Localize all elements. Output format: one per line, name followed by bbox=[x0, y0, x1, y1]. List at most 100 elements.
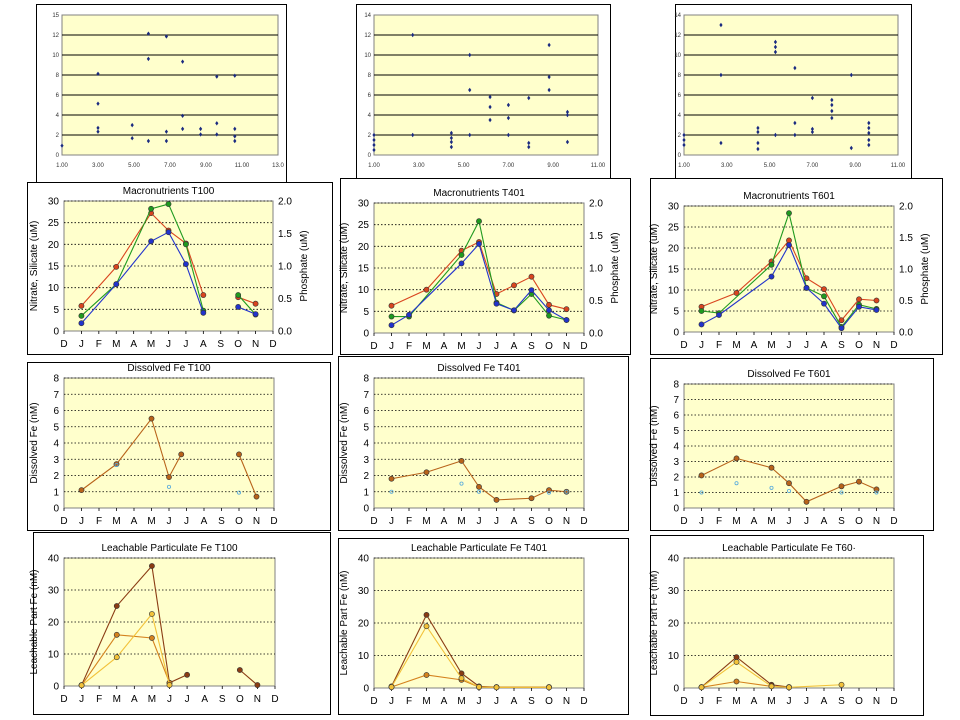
x-tick-label: M bbox=[457, 696, 465, 707]
y-tick-label: 10 bbox=[364, 53, 371, 59]
data-point bbox=[719, 72, 723, 78]
x-tick-label: D bbox=[370, 341, 377, 352]
y-tick-label: 3 bbox=[53, 455, 59, 466]
data-point bbox=[165, 229, 172, 236]
series-line bbox=[391, 625, 549, 688]
data-point bbox=[768, 261, 775, 268]
data-point bbox=[149, 563, 155, 569]
data-point bbox=[388, 322, 395, 329]
data-point bbox=[406, 311, 412, 318]
data-point bbox=[423, 469, 430, 476]
y-tick-label: 0 bbox=[368, 153, 372, 159]
x-tick-label: J bbox=[477, 516, 482, 527]
y2-tick-label: 2.0 bbox=[899, 202, 913, 213]
x-tick-label: A bbox=[751, 340, 758, 351]
data-point bbox=[488, 117, 492, 123]
data-point bbox=[236, 490, 241, 495]
y-tick-label: 15 bbox=[358, 264, 370, 275]
y-tick-label: 0 bbox=[673, 684, 679, 695]
x-tick-label: N bbox=[254, 694, 261, 705]
data-point bbox=[506, 132, 510, 138]
data-point bbox=[164, 138, 168, 144]
data-point bbox=[565, 112, 570, 118]
series-line bbox=[81, 203, 204, 317]
x-tick-label: D bbox=[580, 516, 587, 527]
chart-title: Macronutrients T401 bbox=[433, 188, 525, 199]
plot-area bbox=[683, 14, 899, 156]
y2-tick-label: 0.5 bbox=[899, 296, 913, 307]
x-tick-label: O bbox=[855, 696, 863, 707]
data-point bbox=[810, 95, 814, 101]
series-line bbox=[81, 231, 204, 324]
data-point bbox=[565, 139, 570, 145]
y-tick-label: 25 bbox=[358, 220, 370, 231]
y2-tick-label: 1.0 bbox=[589, 264, 603, 275]
x-tick-label: A bbox=[130, 339, 137, 350]
y-tick-label: 7 bbox=[363, 390, 369, 401]
data-point bbox=[199, 132, 203, 137]
data-point bbox=[506, 102, 510, 108]
y2-axis-title: Phosphate (uM) bbox=[610, 232, 621, 303]
x-tick-label: N bbox=[873, 340, 880, 351]
x-tick-label: 11.00 bbox=[235, 163, 250, 169]
data-point bbox=[867, 120, 871, 126]
data-point bbox=[166, 682, 173, 688]
y-tick-label: 14 bbox=[364, 13, 371, 19]
data-point bbox=[199, 126, 203, 132]
data-point bbox=[821, 293, 827, 300]
x-tick-label: J bbox=[183, 339, 188, 350]
data-point bbox=[149, 611, 155, 617]
data-point bbox=[215, 121, 219, 126]
data-point bbox=[849, 145, 853, 151]
y-tick-label: 10 bbox=[358, 285, 370, 296]
data-point bbox=[493, 496, 500, 503]
data-point bbox=[856, 303, 862, 310]
x-tick-label: F bbox=[716, 340, 722, 351]
data-point bbox=[698, 472, 705, 479]
y-tick-label: 1 bbox=[673, 488, 679, 499]
data-point bbox=[113, 603, 120, 609]
x-tick-label: S bbox=[219, 694, 226, 705]
data-point bbox=[372, 132, 376, 138]
data-point bbox=[527, 144, 531, 150]
y-axis-title: Nitrate, Silicate (uM) bbox=[29, 221, 40, 312]
y-tick-label: 12 bbox=[674, 33, 681, 39]
y-tick-label: 30 bbox=[358, 586, 370, 597]
y-tick-label: 6 bbox=[363, 406, 369, 417]
data-point bbox=[488, 104, 492, 110]
x-tick-label: 3.00 bbox=[721, 163, 733, 169]
y-tick-label: 8 bbox=[53, 374, 59, 385]
y-tick-label: 3 bbox=[363, 455, 369, 466]
data-point bbox=[493, 300, 500, 307]
chart-title: Macronutrients T100 bbox=[123, 186, 215, 197]
y-tick-label: 12 bbox=[52, 33, 59, 39]
data-point bbox=[786, 684, 792, 691]
x-tick-label: D bbox=[890, 696, 897, 707]
chart-title: Dissolved Fe T401 bbox=[437, 363, 521, 374]
y-tick-label: 30 bbox=[668, 586, 680, 597]
y-tick-label: 10 bbox=[668, 651, 680, 662]
x-tick-label: O bbox=[545, 696, 553, 707]
data-point bbox=[476, 684, 482, 690]
data-point bbox=[372, 137, 376, 143]
y2-tick-label: 1.5 bbox=[899, 233, 913, 244]
y-tick-label: 4 bbox=[53, 439, 59, 450]
data-point bbox=[793, 65, 797, 71]
data-point bbox=[838, 325, 845, 332]
y-tick-label: 20 bbox=[358, 242, 370, 253]
chart-title: Macronutrients T601 bbox=[743, 191, 835, 202]
data-point bbox=[372, 147, 376, 153]
plot-area bbox=[61, 14, 279, 156]
y2-tick-label: 2.0 bbox=[278, 197, 292, 208]
series-line bbox=[237, 306, 256, 315]
x-tick-label: 1.00 bbox=[56, 163, 68, 169]
data-point bbox=[547, 42, 551, 48]
x-tick-label: 11.00 bbox=[891, 163, 906, 169]
x-tick-label: A bbox=[201, 694, 208, 705]
y-axis-title: Nitrate, Silicate (uM) bbox=[649, 224, 660, 315]
x-tick-label: M bbox=[732, 696, 740, 707]
y2-axis-title: Phosphate (uM) bbox=[920, 233, 931, 304]
data-point bbox=[488, 94, 492, 100]
